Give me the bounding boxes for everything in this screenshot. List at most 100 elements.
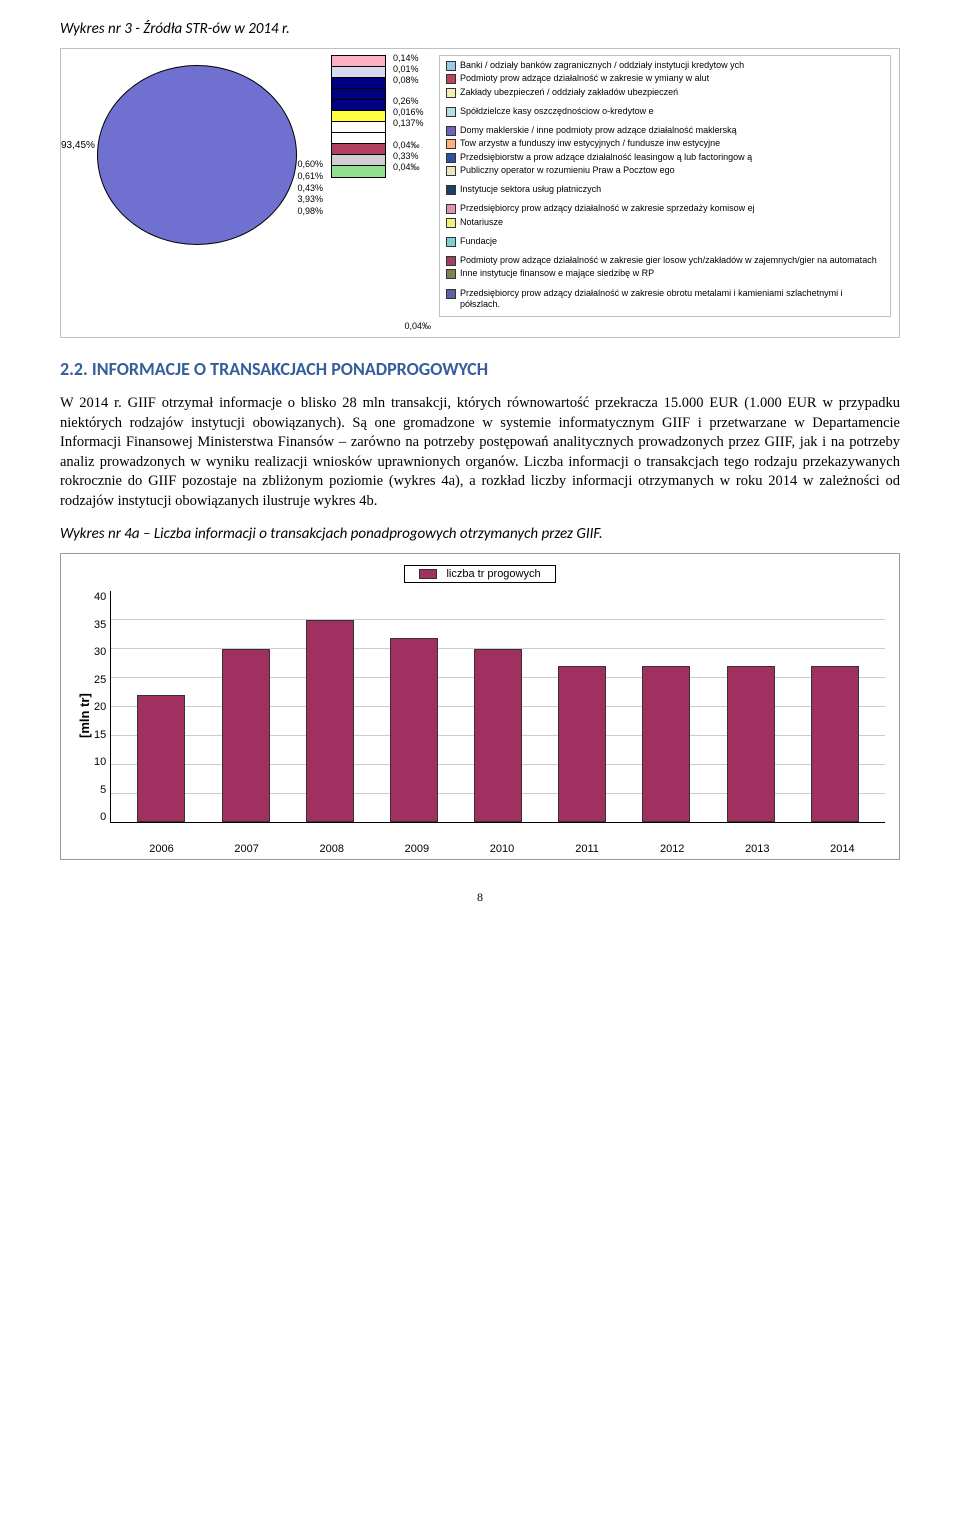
callout-row bbox=[332, 78, 385, 89]
legend-item: Domy maklerskie / inne podmioty prow adz… bbox=[446, 125, 884, 136]
legend-item: Notariusze bbox=[446, 217, 884, 228]
chart3-title: Wykres nr 3 - Źródła STR-ów w 2014 r. bbox=[60, 20, 900, 38]
x-tick: 2012 bbox=[648, 843, 696, 855]
bottom-pct-label: 0,04‰ bbox=[69, 321, 439, 331]
callout-row bbox=[332, 89, 385, 100]
y-tick: 10 bbox=[94, 756, 106, 768]
x-tick: 2008 bbox=[308, 843, 356, 855]
legend-swatch bbox=[446, 153, 456, 163]
bar bbox=[222, 649, 270, 822]
legend-item bbox=[446, 249, 884, 253]
legend-swatch bbox=[446, 289, 456, 299]
y-tick: 5 bbox=[94, 784, 106, 796]
callout-labels: 0,14% 0,01% 0,08% 0,26% 0,016% 0,137% 0,… bbox=[393, 53, 424, 173]
legend-swatch bbox=[446, 139, 456, 149]
y-tick: 15 bbox=[94, 729, 106, 741]
x-tick: 2006 bbox=[138, 843, 186, 855]
legend-item bbox=[446, 100, 884, 104]
legend-item: Spółdzielcze kasy oszczędnościow o-kredy… bbox=[446, 106, 884, 117]
legend-item: Przedsiębiorstw a prow adzące działalnoś… bbox=[446, 152, 884, 163]
y-tick: 35 bbox=[94, 619, 106, 631]
x-tick: 2007 bbox=[223, 843, 271, 855]
x-tick: 2010 bbox=[478, 843, 526, 855]
x-tick: 2009 bbox=[393, 843, 441, 855]
bar bbox=[306, 620, 354, 822]
legend-item: Fundacje bbox=[446, 236, 884, 247]
chart4a-container: liczba tr progowych [mln tr] 40353025201… bbox=[60, 553, 900, 860]
legend-text: Podmioty prow adzące działalność w zakre… bbox=[460, 255, 884, 266]
callout-row bbox=[332, 56, 385, 67]
legend-item bbox=[446, 178, 884, 182]
y-tick: 30 bbox=[94, 646, 106, 658]
pie-area: 93,45% 0,60% 0,61% 0,43% 3,93% 0,98% bbox=[69, 55, 329, 255]
y-axis-label: [mln tr] bbox=[75, 591, 94, 841]
legend-text: Tow arzystw a funduszy inw estycyjnych /… bbox=[460, 138, 884, 149]
legend-text: Notariusze bbox=[460, 217, 884, 228]
pie-main-label: 93,45% bbox=[61, 140, 95, 151]
legend-swatch bbox=[446, 74, 456, 84]
callout-row bbox=[332, 144, 385, 155]
legend-swatch bbox=[446, 126, 456, 136]
y-tick: 0 bbox=[94, 811, 106, 823]
legend-item: Instytucje sektora usług płatniczych bbox=[446, 184, 884, 195]
legend-item: Inne instytucje finansow e mające siedzi… bbox=[446, 268, 884, 279]
bar bbox=[642, 666, 690, 822]
legend-text: Fundacje bbox=[460, 236, 884, 247]
callout-row bbox=[332, 133, 385, 144]
x-tick: 2011 bbox=[563, 843, 611, 855]
legend-swatch bbox=[446, 61, 456, 71]
chart3-legend: Banki / odziały banków zagranicznych / o… bbox=[439, 55, 891, 317]
chart4a-legend-label: liczba tr progowych bbox=[446, 568, 540, 580]
legend-swatch bbox=[446, 218, 456, 228]
callout-row bbox=[332, 100, 385, 111]
bar bbox=[811, 666, 859, 822]
x-tick: 2013 bbox=[733, 843, 781, 855]
y-tick: 20 bbox=[94, 701, 106, 713]
legend-text: Przedsiębiorcy prow adzący działalność w… bbox=[460, 288, 884, 311]
legend-item bbox=[446, 197, 884, 201]
chart4a-title: Wykres nr 4a – Liczba informacji o trans… bbox=[60, 525, 900, 543]
legend-text: Banki / odziały banków zagranicznych / o… bbox=[460, 60, 884, 71]
bars-container bbox=[111, 591, 885, 822]
bar bbox=[727, 666, 775, 822]
legend-swatch bbox=[446, 88, 456, 98]
legend-text: Instytucje sektora usług płatniczych bbox=[460, 184, 884, 195]
plot-area bbox=[110, 591, 885, 823]
legend-swatch bbox=[446, 256, 456, 266]
legend-text: Zakłady ubezpieczeń / oddziały zakładów … bbox=[460, 87, 884, 98]
legend-text: Publiczny operator w rozumieniu Praw a P… bbox=[460, 165, 884, 176]
body-paragraph-1: W 2014 r. GIIF otrzymał informacje o bli… bbox=[60, 394, 900, 511]
callout-column: 0,14% 0,01% 0,08% 0,26% 0,016% 0,137% 0,… bbox=[329, 55, 439, 317]
legend-swatch bbox=[446, 107, 456, 117]
callout-row bbox=[332, 111, 385, 122]
callout-row bbox=[332, 166, 385, 177]
chart3-container: 93,45% 0,60% 0,61% 0,43% 3,93% 0,98% 0,1… bbox=[60, 48, 900, 338]
page-number: 8 bbox=[60, 890, 900, 905]
callout-row bbox=[332, 122, 385, 133]
legend-item: Przedsiębiorcy prow adzący działalność w… bbox=[446, 203, 884, 214]
legend-item bbox=[446, 282, 884, 286]
callout-stack bbox=[331, 55, 386, 178]
legend-item: Przedsiębiorcy prow adzący działalność w… bbox=[446, 288, 884, 311]
legend-swatch bbox=[446, 204, 456, 214]
pie-slice-labels: 0,60% 0,61% 0,43% 3,93% 0,98% bbox=[297, 159, 323, 218]
callout-row bbox=[332, 155, 385, 166]
legend-item bbox=[446, 119, 884, 123]
section-heading: 2.2. INFORMACJE O TRANSAKCJACH PONADPROG… bbox=[60, 358, 900, 380]
legend-item: Zakłady ubezpieczeń / oddziały zakładów … bbox=[446, 87, 884, 98]
legend-swatch bbox=[446, 237, 456, 247]
chart4a-legend: liczba tr progowych bbox=[75, 564, 885, 583]
legend-swatch bbox=[446, 185, 456, 195]
bar bbox=[137, 695, 185, 822]
legend-item: Tow arzystw a funduszy inw estycyjnych /… bbox=[446, 138, 884, 149]
legend-text: Przedsiębiorstw a prow adzące działalnoś… bbox=[460, 152, 884, 163]
legend-item: Publiczny operator w rozumieniu Praw a P… bbox=[446, 165, 884, 176]
callout-row bbox=[332, 67, 385, 78]
legend-item bbox=[446, 230, 884, 234]
bar bbox=[474, 649, 522, 822]
legend-item: Podmioty prow adzące działalność w zakre… bbox=[446, 255, 884, 266]
legend-text: Inne instytucje finansow e mające siedzi… bbox=[460, 268, 884, 279]
x-tick: 2014 bbox=[818, 843, 866, 855]
y-tick: 40 bbox=[94, 591, 106, 603]
legend-item: Podmioty prow adzące działalność w zakre… bbox=[446, 73, 884, 84]
